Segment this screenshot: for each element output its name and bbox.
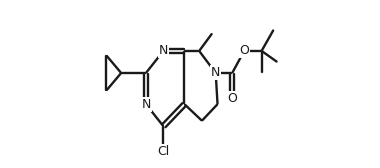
Text: Cl: Cl	[157, 145, 169, 158]
Text: N: N	[211, 67, 220, 79]
Text: O: O	[227, 92, 237, 105]
Text: N: N	[159, 45, 168, 57]
Text: N: N	[141, 98, 150, 111]
Text: O: O	[239, 45, 249, 57]
